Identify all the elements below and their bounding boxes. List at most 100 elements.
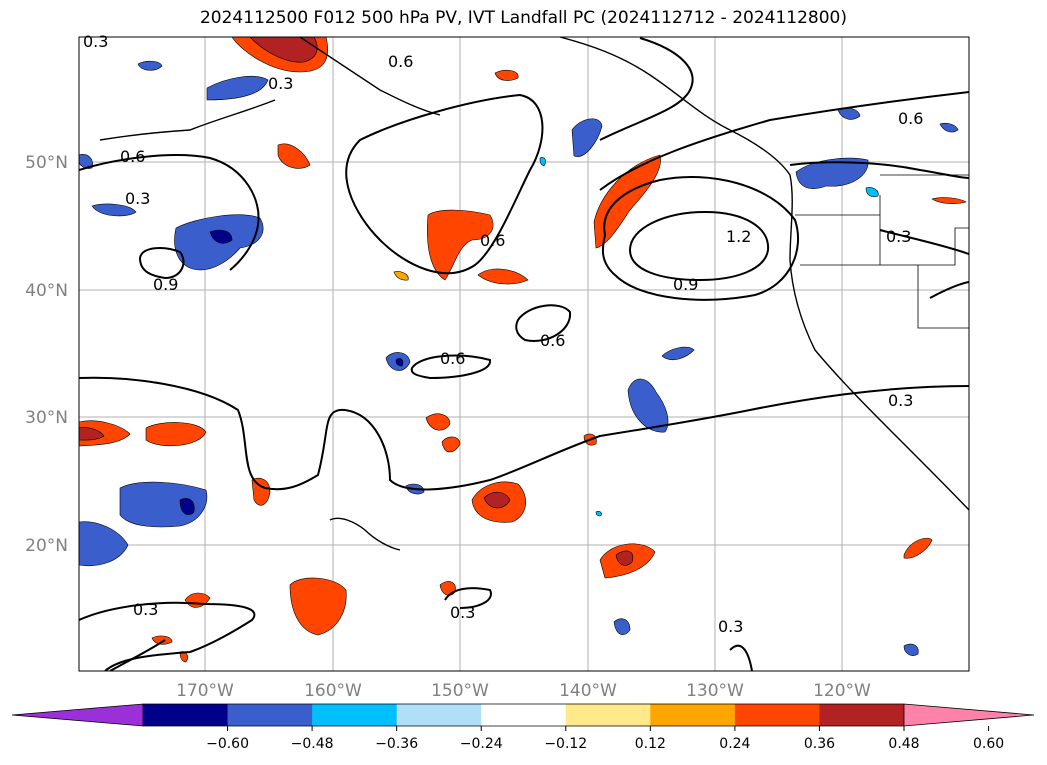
neg-region-s [903,643,919,656]
lon-label: 160°W [304,681,362,701]
lon-label: 140°W [559,681,617,701]
contour-label: 0.6 [120,147,145,166]
neg-region-o [119,481,208,528]
colorbar-extend-high [903,703,1035,727]
neg-region-d [91,203,137,217]
contour-09-west [138,247,185,280]
border-state-2 [917,265,969,329]
colorbar-ticks: −0.60 −0.48 −0.36 −0.24 −0.12 0.12 0.24 0.36 0.4… [206,726,1004,752]
contour-09-east [601,176,800,301]
colorbar-segment [734,704,820,726]
coast-aleutian-outline [299,37,441,116]
lat-label: 50°N [25,153,68,173]
contour-03-south [444,587,492,609]
neg-region-f [571,118,603,157]
pos-region-s [903,537,933,559]
contour-12-east [628,210,770,282]
colorbar-tick-label: −0.12 [544,736,587,752]
lon-label: 170°W [176,681,234,701]
pos-region-m [289,577,347,636]
colorbar-segment [143,704,229,726]
coast-alaska-bc [559,37,791,176]
contour-label: 0.3 [450,603,475,622]
neg-region-a [137,60,163,71]
ivt-contours [79,37,969,671]
contour-label: 0.3 [886,227,911,246]
lon-label: 120°W [813,681,871,701]
pos-region-i [441,436,461,453]
pos-region-c [427,209,494,281]
colorbar-segment [565,704,651,726]
pos-region-h [425,413,451,431]
lon-label: 150°W [431,681,489,701]
contour-03-southeast [729,644,753,671]
colorbar-extend-low [11,703,144,727]
colorbar-tick-label: 0.48 [888,736,919,752]
contour-south-edge [109,639,166,671]
contour-label: 0.3 [268,74,293,93]
map-title: 2024112500 F012 500 hPa PV, IVT Landfall… [199,8,847,28]
colorbar-tick-label: 0.36 [804,736,835,752]
neg-region-c [79,154,93,169]
neg-region-l-core [395,358,404,367]
contour-label: 0.3 [133,600,158,619]
neg-region-p [79,521,129,566]
lat-label: 20°N [25,536,68,556]
positive-anomaly-regions [79,37,967,663]
colorbar-segments [143,704,905,726]
colorbar-tick-label: −0.36 [375,736,418,752]
contour-06-small [515,304,572,342]
coast-aleutians [99,99,276,141]
pos-region-l-core [483,491,511,509]
contour-label: 0.3 [125,189,150,208]
contour-label: 0.6 [898,109,923,128]
contour-northeast [789,161,969,179]
longitude-labels: 170°W 160°W 150°W 140°W 130°W 120°W [176,681,871,701]
colorbar-tick-label: 0.60 [973,736,1004,752]
colorbar-tick-label: −0.60 [206,736,249,752]
contour-03-southwest [79,601,256,671]
pos-region-e [593,154,661,249]
pos-region-t [931,197,967,204]
lat-label: 40°N [25,281,68,301]
pos-region-d [477,268,529,285]
contour-label: 0.6 [388,52,413,71]
pos-region-north-core [249,37,318,63]
coastlines [99,37,969,551]
lat-label: 30°N [25,408,68,428]
colorbar-tick-label: 0.24 [719,736,750,752]
colorbar-tick-label: −0.24 [460,736,503,752]
contour-03-east [879,229,969,255]
border-state-1 [800,227,969,266]
neg-region-g [539,157,546,167]
colorbar-segment [481,704,567,726]
colorbar-segment [819,704,905,726]
contour-label: 0.3 [83,32,108,51]
contour-label: 0.3 [718,617,743,636]
pos-region-b [494,69,519,81]
colorbar-tick-label: −0.48 [291,736,334,752]
contour-06-east-upper [599,91,969,191]
contour-label: 0.6 [540,331,565,350]
contour-label: 0.9 [673,275,698,294]
pos-region-n-core [615,550,634,566]
neg-region-t [595,511,602,517]
neg-region-b [206,75,269,101]
pos-region-u [393,271,409,281]
lon-label: 130°W [686,681,744,701]
colorbar-segment [396,704,482,726]
colorbar-segment [650,704,736,726]
colorbar-segment [227,704,313,726]
contour-06-central [345,93,544,275]
contour-labels: 0.3 0.3 0.6 0.6 0.6 0.6 0.9 0.9 1.2 0.3 … [83,32,923,636]
pos-region-g [145,422,207,447]
contour-label: 1.2 [726,227,751,246]
negative-anomaly-regions [79,60,959,656]
neg-region-n [627,378,669,433]
contour-06-mid [410,354,491,380]
plot-frame [78,36,970,672]
borders [795,174,969,329]
contour-north-west [79,154,260,271]
pos-region-f-core [79,427,105,441]
